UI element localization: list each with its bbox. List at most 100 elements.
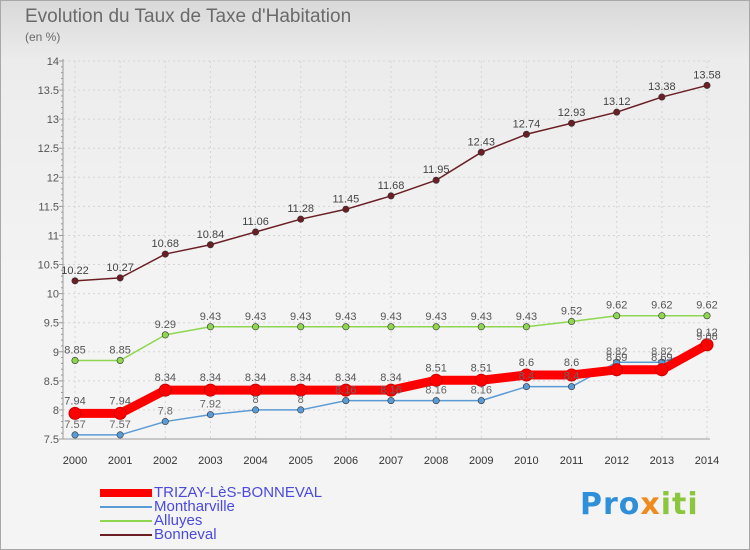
data-label-bonneval: 13.12 (603, 96, 631, 108)
x-tick-label: 2013 (650, 455, 674, 467)
data-label-alluyes: 9.43 (425, 311, 446, 323)
point-alluyes (658, 312, 666, 320)
legend-swatch-bonneval (100, 534, 152, 536)
data-label-trizay: 8.34 (380, 372, 401, 384)
point-bonneval (342, 205, 350, 213)
point-trizay (610, 363, 624, 377)
data-label-montharville: 8.16 (471, 385, 492, 397)
data-label-bonneval: 12.43 (468, 136, 496, 148)
data-label-alluyes: 9.62 (696, 300, 717, 312)
data-label-trizay: 8.6 (519, 357, 534, 369)
data-label-bonneval: 11.06 (242, 216, 269, 228)
data-label-bonneval: 12.93 (558, 107, 586, 119)
data-label-alluyes: 9.43 (516, 311, 537, 323)
series-layer (68, 81, 714, 439)
data-label-trizay: 8.69 (606, 352, 627, 364)
data-label-trizay: 8.51 (471, 362, 492, 374)
data-label-bonneval: 11.45 (332, 193, 359, 205)
point-bonneval (703, 81, 711, 89)
point-bonneval (522, 130, 530, 138)
data-label-montharville: 8.82 (651, 346, 672, 358)
y-tick-label: 13 (47, 114, 59, 126)
point-montharville (71, 431, 79, 439)
data-label-bonneval: 11.68 (378, 180, 405, 192)
data-label-montharville: 8.4 (519, 371, 534, 383)
data-label-trizay: 7.94 (109, 395, 130, 407)
point-bonneval (116, 274, 124, 282)
y-tick-label: 14 (47, 56, 59, 68)
point-montharville (387, 397, 395, 405)
data-label-alluyes: 9.29 (155, 319, 176, 331)
data-label-alluyes: 9.43 (471, 311, 492, 323)
point-montharville (342, 397, 350, 405)
data-label-montharville: 8.16 (335, 385, 356, 397)
x-tick-label: 2001 (108, 455, 132, 467)
chart-title: Evolution du Taux de Taxe d'Habitation (25, 6, 352, 27)
point-trizay (203, 383, 217, 397)
data-label-trizay: 8.34 (155, 372, 176, 384)
data-label-trizay: 8.34 (335, 372, 356, 384)
point-trizay (339, 383, 353, 397)
logo-part-1: Pro (580, 487, 641, 522)
data-label-alluyes: 9.43 (200, 311, 221, 323)
point-bonneval (432, 176, 440, 184)
point-trizay (294, 383, 308, 397)
y-tick-label: 12 (47, 172, 59, 184)
data-label-alluyes: 9.43 (335, 311, 356, 323)
data-label-alluyes: 9.43 (290, 311, 311, 323)
data-label-montharville: 8.82 (606, 346, 627, 358)
point-bonneval (568, 119, 576, 127)
data-label-bonneval: 13.38 (648, 81, 676, 93)
data-label-montharville: 8.4 (564, 371, 579, 383)
logo-part-3: iti (660, 487, 699, 522)
x-tick-label: 2012 (604, 455, 628, 467)
data-label-bonneval: 11.28 (287, 203, 314, 215)
point-montharville (477, 397, 485, 405)
point-alluyes (342, 323, 350, 331)
point-trizay (113, 406, 127, 420)
point-trizay (655, 363, 669, 377)
point-bonneval (613, 108, 621, 116)
y-tick-label: 9 (53, 347, 59, 359)
point-montharville (432, 397, 440, 405)
point-trizay (249, 383, 263, 397)
x-tick-label: 2000 (63, 455, 87, 467)
data-label-alluyes: 9.43 (380, 311, 401, 323)
data-label-alluyes: 9.43 (245, 311, 266, 323)
point-trizay (68, 406, 82, 420)
legend-label-bonneval: Bonneval (154, 526, 217, 543)
chart-subtitle: (en %) (25, 30, 61, 44)
point-alluyes (703, 312, 711, 320)
point-alluyes (432, 323, 440, 331)
point-bonneval (252, 228, 260, 236)
data-label-montharville: 7.57 (109, 419, 130, 431)
point-trizay (474, 373, 488, 387)
x-tick-label: 2007 (379, 455, 403, 467)
y-tick-label: 11.5 (38, 201, 59, 213)
y-tick-label: 12.5 (38, 143, 59, 155)
point-bonneval (297, 215, 305, 223)
axis-layer: 7.5 8 8.5 9 9.5 10 10.5 11 11.5 12 12.5 13 13.5 14 200… (38, 56, 720, 467)
y-tick-label: 9.5 (44, 318, 59, 330)
point-montharville (252, 406, 260, 414)
point-montharville (116, 431, 124, 439)
proxiti-logo: Proxiti (580, 487, 699, 522)
point-trizay (565, 368, 579, 382)
data-label-montharville: 8 (253, 394, 259, 406)
data-label-trizay: 8.69 (651, 352, 672, 364)
x-tick-label: 2009 (469, 455, 493, 467)
point-alluyes (477, 323, 485, 331)
point-bonneval (161, 250, 169, 258)
point-alluyes (522, 323, 530, 331)
data-label-trizay: 8.6 (564, 357, 579, 369)
data-label-alluyes: 8.85 (109, 344, 130, 356)
point-montharville (161, 418, 169, 426)
data-label-montharville: 7.57 (64, 419, 85, 431)
data-label-bonneval: 10.68 (152, 238, 180, 250)
point-alluyes (71, 356, 79, 364)
point-montharville (568, 383, 576, 391)
legend-swatch-montharville (100, 506, 152, 508)
point-trizay (384, 383, 398, 397)
x-tick-label: 2006 (334, 455, 358, 467)
